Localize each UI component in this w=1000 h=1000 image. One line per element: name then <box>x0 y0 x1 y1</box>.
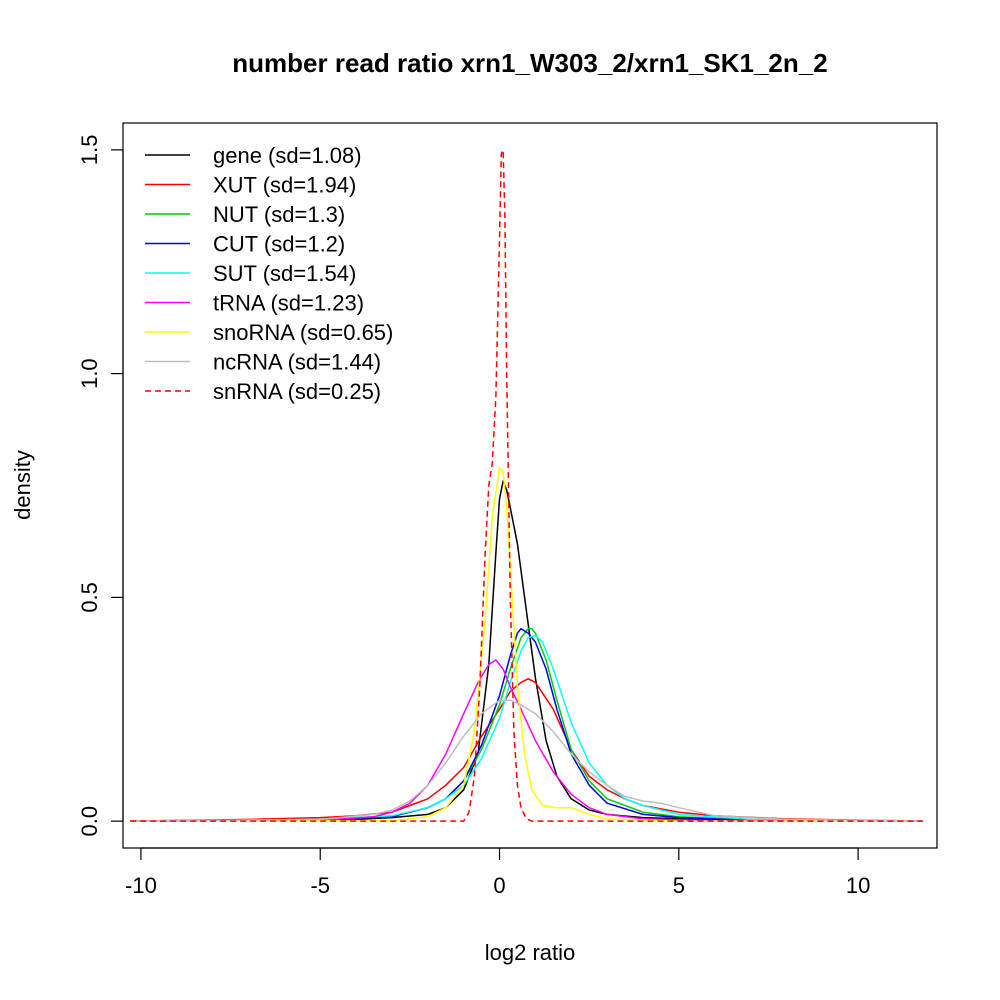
y-tick-label: 1.5 <box>77 135 102 166</box>
x-axis: -10 -5 0 5 10 <box>125 847 870 898</box>
legend-label: tRNA (sd=1.23) <box>213 291 364 316</box>
y-axis: 0.0 0.5 1.0 1.5 <box>77 135 124 837</box>
x-tick-label: 0 <box>493 873 505 898</box>
legend-label: snoRNA (sd=0.65) <box>213 320 393 345</box>
series-line-4 <box>130 634 923 822</box>
x-tick-label: 5 <box>673 873 685 898</box>
series-line-0 <box>130 480 923 822</box>
x-tick-label: -5 <box>310 873 330 898</box>
series-line-1 <box>130 678 923 822</box>
y-tick-label: 0.0 <box>77 806 102 837</box>
series-line-2 <box>130 627 923 822</box>
series-line-6 <box>130 466 923 822</box>
legend-label: ncRNA (sd=1.44) <box>213 350 381 375</box>
y-tick-label: 0.5 <box>77 582 102 613</box>
series-line-7 <box>130 699 923 822</box>
legend-label: snRNA (sd=0.25) <box>213 379 381 404</box>
x-tick-label: 10 <box>846 873 870 898</box>
series-line-3 <box>130 627 923 822</box>
y-axis-label: density <box>10 450 35 520</box>
legend-label: CUT (sd=1.2) <box>213 232 345 257</box>
chart-title: number read ratio xrn1_W303_2/xrn1_SK1_2… <box>232 48 827 78</box>
x-axis-label: log2 ratio <box>485 940 576 965</box>
legend-label: NUT (sd=1.3) <box>213 202 345 227</box>
series-lines <box>130 149 923 822</box>
series-line-5 <box>130 659 923 822</box>
legend-label: XUT (sd=1.94) <box>213 173 356 198</box>
y-tick-label: 1.0 <box>77 358 102 389</box>
legend-label: gene (sd=1.08) <box>213 143 362 168</box>
series-line-8 <box>130 149 923 822</box>
legend: gene (sd=1.08) XUT (sd=1.94) NUT (sd=1.3) C… <box>145 143 393 404</box>
x-tick-label: -10 <box>125 873 157 898</box>
legend-label: SUT (sd=1.54) <box>213 261 356 286</box>
